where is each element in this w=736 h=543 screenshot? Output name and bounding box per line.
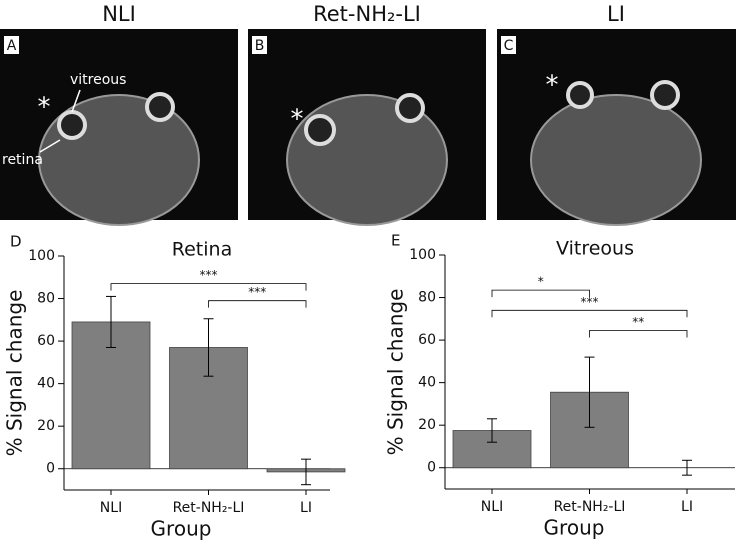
panel-letter: C — [504, 38, 514, 54]
error-bar — [203, 318, 214, 377]
x-tick-label: LI — [300, 500, 312, 516]
letter-box — [252, 36, 267, 54]
significance-bracket — [491, 309, 688, 318]
image-label: retina — [2, 152, 43, 168]
x-tick-label: NLI — [481, 499, 503, 515]
y-tick-label: 40 — [418, 375, 436, 391]
chart-title: Retina — [172, 239, 232, 261]
y-tick-label: 20 — [418, 417, 436, 433]
y-tick-label: 40 — [37, 376, 55, 392]
error-bar — [584, 356, 595, 428]
error-bar — [106, 295, 116, 348]
error-bar — [487, 418, 497, 443]
error-bar — [682, 459, 692, 476]
letter-box — [4, 36, 19, 54]
y-tick-label: 0 — [46, 461, 55, 477]
panel-title: LI — [607, 2, 625, 26]
panel-letter: A — [7, 38, 17, 54]
y-tick-label: 0 — [427, 460, 436, 476]
significance-label: ** — [632, 315, 644, 329]
y-tick-label: 80 — [37, 291, 55, 307]
significance-bracket — [208, 300, 307, 308]
panel-letter: B — [255, 38, 265, 54]
y-axis-label: % Signal change — [384, 289, 408, 456]
image-label: * — [38, 93, 51, 123]
significance-bracket — [110, 283, 307, 291]
y-tick-label: 100 — [28, 248, 55, 264]
y-tick-label: 80 — [418, 290, 436, 306]
significance-bracket — [491, 289, 590, 298]
y-axis-label: % Signal change — [3, 290, 27, 457]
y-tick-label: 100 — [409, 247, 436, 263]
chart-title: Vitreous — [556, 238, 634, 260]
x-axis-label: Group — [544, 516, 605, 540]
error-bar — [301, 458, 311, 486]
letter-box — [501, 36, 516, 54]
pointer-arrows — [39, 89, 81, 153]
significance-label: *** — [248, 285, 266, 299]
x-tick-label: Ret-NH₂-LI — [554, 499, 626, 515]
x-tick-label: LI — [681, 499, 693, 515]
image-label: * — [546, 71, 559, 101]
panel-title: Ret-NH₂-LI — [313, 2, 421, 26]
significance-label: *** — [200, 268, 218, 282]
y-tick-label: 60 — [37, 333, 55, 349]
image-label: vitreous — [70, 72, 126, 88]
x-axis-label: Group — [151, 517, 212, 541]
x-tick-label: NLI — [100, 500, 122, 516]
y-tick-label: 20 — [37, 418, 55, 434]
mri-images — [0, 29, 736, 226]
y-tick-label: 60 — [418, 332, 436, 348]
panel-letter: E — [391, 232, 400, 250]
significance-label: *** — [581, 295, 599, 309]
significance-label: * — [538, 275, 544, 289]
image-label: * — [291, 105, 304, 135]
x-tick-label: Ret-NH₂-LI — [173, 500, 245, 516]
panel-title: NLI — [102, 2, 136, 26]
head-shapes — [38, 94, 702, 226]
significance-bracket — [589, 330, 688, 338]
panel-letter: D — [10, 233, 22, 251]
